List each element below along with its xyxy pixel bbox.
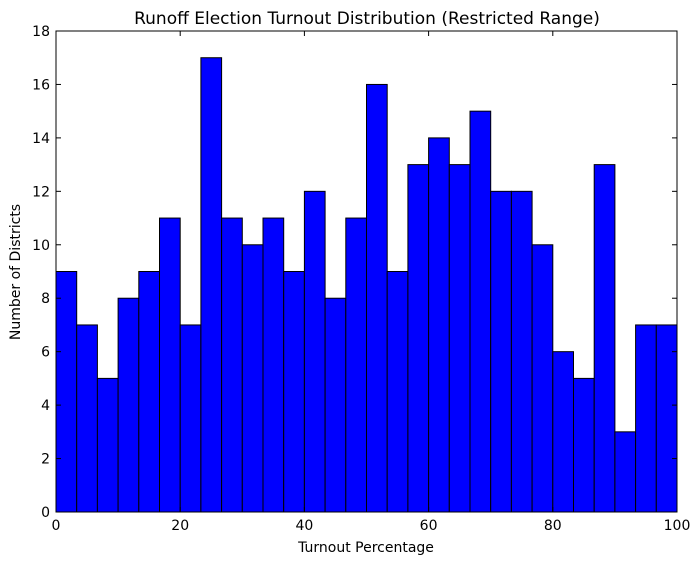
y-tick-label: 18 (32, 24, 50, 40)
y-tick-label: 8 (41, 291, 50, 307)
histogram-bar (593, 164, 616, 513)
x-axis-label: Turnout Percentage (297, 540, 434, 556)
histogram-bar (655, 324, 678, 513)
histogram-bar (303, 190, 326, 513)
histogram-bar (55, 271, 78, 513)
histogram-bar (200, 57, 223, 513)
histogram-bar (345, 217, 367, 513)
histogram-bar (572, 377, 595, 513)
histogram-bar (138, 271, 161, 513)
plot-frame (55, 30, 678, 513)
histogram-bar (159, 217, 181, 513)
histogram-bar (510, 190, 533, 513)
histogram-bar (76, 324, 98, 513)
histogram-bar (428, 137, 450, 513)
histogram-bar (96, 377, 119, 513)
chart-title: Runoff Election Turnout Distribution (Re… (134, 9, 600, 29)
histogram-bar (179, 324, 202, 513)
y-tick-label: 6 (41, 345, 50, 361)
x-tick-label: 100 (664, 518, 691, 534)
y-tick-label: 12 (32, 184, 50, 200)
x-tick-label: 80 (544, 518, 562, 534)
y-tick-label: 10 (32, 238, 50, 254)
histogram-bar (366, 83, 388, 513)
y-tick-label: 4 (41, 398, 50, 414)
y-tick-label: 14 (32, 131, 50, 147)
x-tick-label: 20 (171, 518, 189, 534)
histogram-bar (262, 217, 285, 513)
histogram-bar (469, 110, 492, 513)
histogram-bar (552, 351, 574, 513)
histogram-bar (221, 217, 243, 513)
y-tick-label: 2 (41, 452, 50, 468)
histogram-bar (283, 271, 305, 513)
x-tick-label: 0 (52, 518, 61, 534)
histogram-bar (531, 244, 554, 513)
histogram-bar (635, 324, 657, 513)
y-tick-label: 16 (32, 77, 50, 93)
ticks-group: 0 20 40 60 80 100 0 2 4 6 8 10 12 14 16 18 (32, 24, 690, 534)
histogram-bar (407, 164, 430, 513)
histogram-bar (324, 297, 347, 513)
histogram-bar (614, 431, 637, 513)
histogram-bar (448, 164, 471, 513)
histogram-bar (386, 271, 409, 513)
x-tick-label: 40 (295, 518, 313, 534)
histogram-bar (241, 244, 264, 513)
x-tick-label: 60 (420, 518, 438, 534)
histogram-bar (117, 297, 140, 513)
y-tick-label: 0 (41, 505, 50, 521)
bars-group (55, 57, 678, 513)
histogram-bar (490, 190, 512, 513)
y-axis-label: Number of Districts (8, 204, 24, 340)
